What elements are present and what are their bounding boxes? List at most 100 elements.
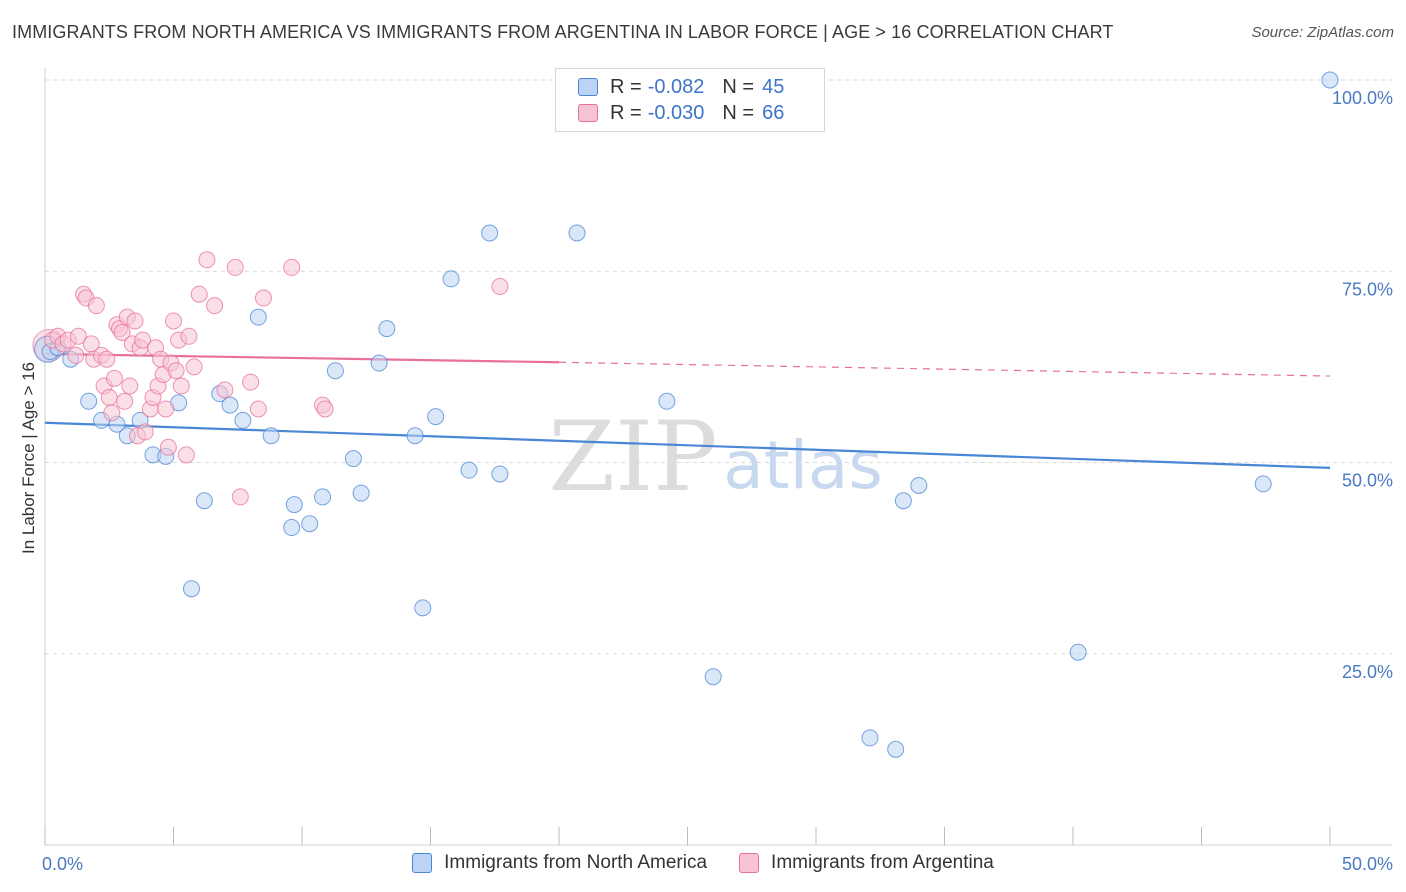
watermark-zip: ZIP [548, 401, 717, 513]
data-point [165, 312, 182, 330]
data-point [226, 258, 244, 276]
trend-line [44, 352, 560, 364]
data-point [326, 362, 344, 380]
data-point [134, 331, 152, 349]
legend-label-north-america: Immigrants from North America [444, 852, 708, 873]
watermark-atlas: atlas [723, 427, 883, 504]
data-point [283, 258, 301, 276]
chart-title: IMMIGRANTS FROM NORTH AMERICA VS IMMIGRA… [12, 22, 1114, 42]
x-tick-label: 0.0% [42, 854, 83, 874]
legend-row-argentina: R = -0.030 N = 66 [578, 101, 802, 125]
data-point [87, 297, 105, 315]
data-point [216, 381, 234, 399]
data-point [172, 377, 190, 395]
data-point [285, 496, 303, 514]
data-point [301, 515, 319, 533]
legend-r-value: -0.082 [647, 75, 705, 98]
trend-line [44, 421, 1331, 469]
data-point [234, 411, 252, 429]
x-tick-label: 50.0% [1342, 854, 1393, 874]
data-point [1321, 71, 1339, 89]
data-point [658, 392, 676, 410]
data-point [159, 438, 177, 456]
data-point [206, 297, 224, 315]
data-point [491, 465, 509, 483]
data-point [177, 446, 195, 464]
data-point [190, 285, 208, 303]
legend-swatch-pink [578, 104, 598, 122]
data-point [491, 278, 509, 296]
data-point [182, 580, 200, 598]
data-point [1069, 643, 1087, 661]
data-point [69, 327, 87, 345]
data-point [704, 668, 722, 686]
y-tick-label: 100.0% [1332, 88, 1393, 108]
data-point [481, 224, 499, 242]
data-point [460, 461, 478, 479]
data-point [126, 312, 144, 330]
legend-n-value: 66 [762, 101, 785, 124]
data-point [136, 423, 154, 441]
data-point [1254, 475, 1272, 493]
data-point [113, 323, 131, 341]
data-point [105, 369, 123, 387]
legend-r-label: R = [610, 75, 642, 98]
data-point [98, 350, 116, 368]
data-point [283, 519, 301, 537]
legend-swatch-blue [578, 78, 598, 96]
y-axis-label: In Labor Force | Age > 16 [19, 362, 38, 554]
tick-labels: 100.0% 75.0% 50.0% 25.0% 0.0% 50.0% [42, 88, 1393, 874]
data-point [195, 492, 213, 510]
trend-line [558, 361, 1331, 377]
data-point [198, 251, 216, 269]
data-point [121, 377, 139, 395]
data-point [887, 740, 905, 758]
legend-n-value: 45 [762, 75, 785, 98]
source-credit: Source: ZipAtlas.com [1251, 24, 1394, 41]
data-point [67, 346, 85, 364]
watermark: ZIP atlas [548, 401, 882, 513]
data-point [352, 484, 370, 502]
legend-r-label: R = [610, 101, 642, 124]
data-point [262, 427, 280, 445]
data-point [80, 392, 98, 410]
stats-legend: R = -0.082 N = 45 R = -0.030 N = 66 [555, 68, 825, 132]
data-point [861, 729, 879, 747]
data-point [249, 308, 267, 326]
series-legend: Immigrants from North America Immigrants… [0, 852, 1406, 874]
data-point [414, 599, 432, 617]
data-point [231, 488, 249, 506]
y-tick-label: 50.0% [1342, 471, 1393, 491]
y-tick-label: 25.0% [1342, 662, 1393, 682]
data-point [100, 388, 118, 406]
data-point [406, 427, 424, 445]
data-point [254, 289, 272, 307]
data-point [442, 270, 460, 288]
data-point [344, 450, 362, 468]
legend-item-north-america: Immigrants from North America [412, 852, 707, 874]
data-point [894, 492, 912, 510]
data-point [316, 400, 334, 418]
data-point [378, 320, 396, 338]
legend-r-value: -0.030 [647, 101, 705, 124]
data-point [314, 488, 332, 506]
data-point [116, 392, 134, 410]
data-point [249, 400, 267, 418]
data-point [180, 327, 198, 345]
legend-label-argentina: Immigrants from Argentina [771, 852, 994, 873]
data-point [221, 396, 239, 414]
legend-item-argentina: Immigrants from Argentina [739, 852, 994, 874]
data-points [32, 71, 1339, 758]
data-point [185, 358, 203, 376]
data-point [427, 408, 445, 426]
legend-n-label: N = [722, 101, 755, 124]
data-point [568, 224, 586, 242]
legend-n-label: N = [722, 75, 755, 98]
legend-swatch-blue [412, 853, 433, 873]
axes [44, 68, 1392, 846]
data-point [167, 362, 185, 380]
data-point [370, 354, 388, 372]
data-point [157, 400, 175, 418]
data-point [910, 476, 928, 494]
trend-lines [44, 352, 1331, 469]
